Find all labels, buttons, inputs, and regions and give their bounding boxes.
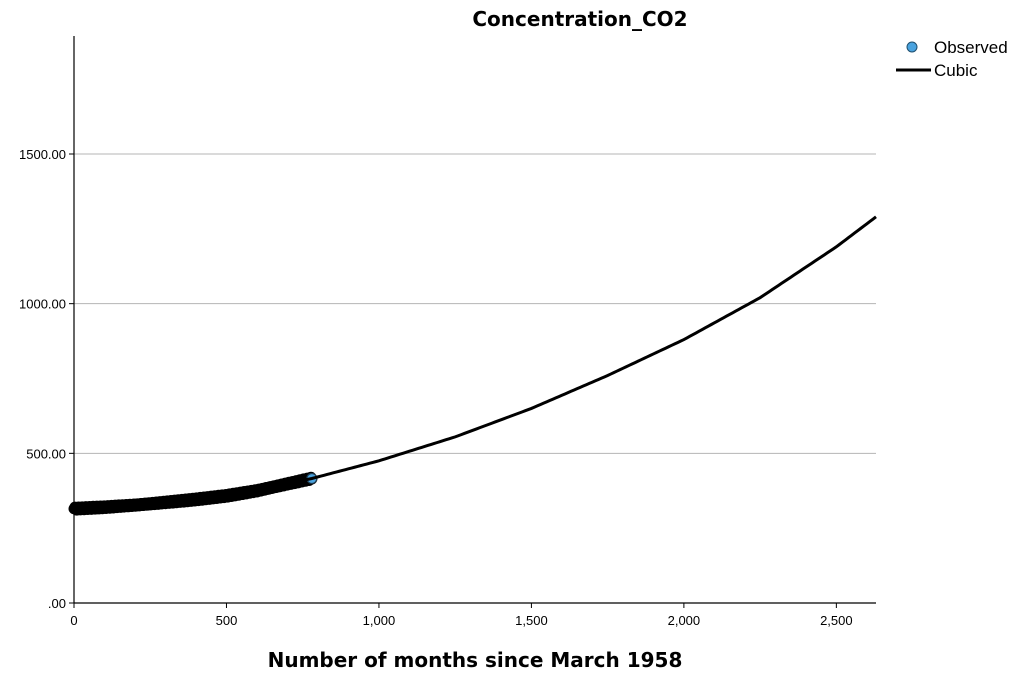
x-tick-label: 0	[70, 613, 77, 628]
x-tick-label: 500	[216, 613, 238, 628]
x-tick-label: 2,000	[668, 613, 701, 628]
legend-cubic-label: Cubic	[934, 61, 978, 80]
legend: Observed Cubic	[896, 38, 1008, 80]
x-axis-ticks: 0 500 1,000 1,500 2,000 2,500	[70, 603, 853, 628]
x-axis-label: Number of months since March 1958	[268, 648, 683, 672]
gridlines	[74, 153, 876, 454]
series-cubic	[73, 215, 877, 511]
chart-title: Concentration_CO2	[472, 7, 687, 31]
legend-observed-label: Observed	[934, 38, 1008, 57]
y-tick-label: .00	[48, 596, 66, 611]
legend-observed-marker	[906, 41, 918, 53]
axes	[73, 36, 876, 604]
y-tick-label: 1500.00	[19, 147, 66, 162]
y-tick-label: 500.00	[26, 446, 66, 461]
series-observed	[68, 471, 318, 516]
y-axis-ticks: .00 500.00 1000.00 1500.00	[19, 147, 74, 611]
x-tick-label: 2,500	[820, 613, 853, 628]
cubic-fit-line	[73, 215, 877, 511]
x-tick-label: 1,500	[515, 613, 548, 628]
x-tick-label: 1,000	[363, 613, 396, 628]
y-tick-label: 1000.00	[19, 297, 66, 312]
